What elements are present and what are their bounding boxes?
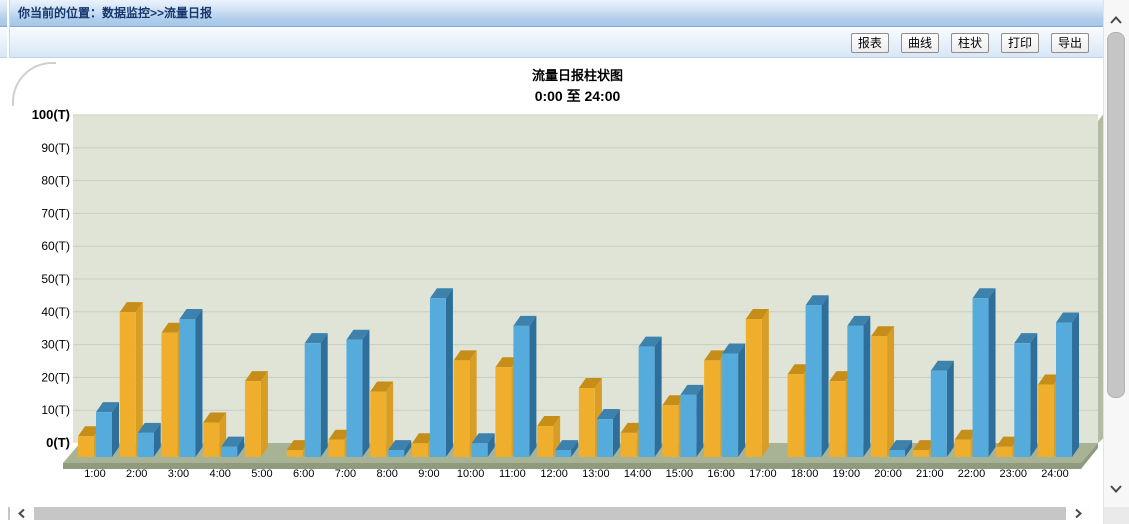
- svg-text:70(T): 70(T): [41, 206, 70, 220]
- svg-text:21:00: 21:00: [916, 468, 944, 480]
- svg-text:11:00: 11:00: [499, 468, 526, 480]
- svg-text:20:00: 20:00: [874, 468, 902, 480]
- chevron-left-icon: [17, 508, 25, 519]
- scroll-left-button[interactable]: [10, 507, 34, 520]
- svg-text:6:00: 6:00: [293, 468, 314, 480]
- breadcrumb-bar: 你当前的位置：数据监控>>流量日报: [0, 0, 1103, 27]
- vertical-scrollbar-thumb[interactable]: [1107, 32, 1125, 398]
- chevron-up-icon: [1110, 16, 1122, 24]
- breadcrumb: 你当前的位置：数据监控>>流量日报: [18, 6, 213, 20]
- svg-text:10:00: 10:00: [457, 468, 485, 480]
- svg-text:2:00: 2:00: [126, 468, 147, 480]
- svg-text:80(T): 80(T): [41, 174, 70, 188]
- svg-text:3:00: 3:00: [168, 468, 189, 480]
- svg-text:14:00: 14:00: [624, 468, 652, 480]
- svg-text:5:00: 5:00: [251, 468, 272, 480]
- toolbar: 报表 曲线 柱状 打印 导出: [0, 28, 1103, 58]
- chevron-right-icon: [1075, 508, 1083, 519]
- svg-text:22:00: 22:00: [958, 468, 986, 480]
- vertical-scrollbar[interactable]: [1103, 0, 1129, 524]
- svg-text:8:00: 8:00: [376, 468, 397, 480]
- svg-text:4:00: 4:00: [210, 468, 231, 480]
- svg-text:1:00: 1:00: [84, 468, 105, 480]
- svg-text:23:00: 23:00: [1000, 468, 1028, 480]
- frame-divider-line: [9, 0, 10, 58]
- svg-text:19:00: 19:00: [833, 468, 861, 480]
- svg-text:7:00: 7:00: [335, 468, 356, 480]
- scroll-right-button[interactable]: [1066, 507, 1090, 520]
- svg-text:15:00: 15:00: [666, 468, 694, 480]
- chart-title: 流量日报柱状图: [531, 68, 623, 83]
- scroll-up-button[interactable]: [1107, 12, 1125, 28]
- horizontal-scrollbar[interactable]: [8, 507, 1090, 520]
- svg-text:17:00: 17:00: [749, 468, 777, 480]
- svg-text:18:00: 18:00: [791, 468, 819, 480]
- svg-text:13:00: 13:00: [582, 468, 610, 480]
- svg-text:24:00: 24:00: [1041, 468, 1069, 480]
- svg-text:20(T): 20(T): [41, 370, 70, 384]
- svg-text:50(T): 50(T): [41, 272, 70, 286]
- toolbar-button-export[interactable]: 导出: [1050, 32, 1089, 53]
- scroll-down-button[interactable]: [1107, 481, 1125, 497]
- svg-text:16:00: 16:00: [707, 468, 735, 480]
- svg-text:100(T): 100(T): [32, 107, 70, 122]
- svg-text:9:00: 9:00: [418, 468, 439, 480]
- svg-text:40(T): 40(T): [41, 305, 70, 319]
- svg-text:30(T): 30(T): [41, 338, 70, 352]
- bar-chart: 1:00 2:00 3:00 4:00 5:00 6:00 7:00 8:00 9:00 10:0…: [32, 107, 1105, 480]
- chart-subtitle: 0:00 至 24:00: [534, 88, 621, 104]
- toolbar-button-curve[interactable]: 曲线: [900, 32, 939, 53]
- toolbar-button-print[interactable]: 打印: [1000, 32, 1039, 53]
- svg-text:0(T): 0(T): [46, 435, 70, 450]
- chevron-down-icon: [1110, 485, 1122, 493]
- svg-text:60(T): 60(T): [41, 239, 70, 253]
- svg-text:12:00: 12:00: [540, 468, 568, 480]
- chart-panel: 流量日报柱状图 0:00 至 24:00 1:00 2:00 3:00 4:00 5:0…: [8, 58, 1105, 524]
- svg-text:90(T): 90(T): [41, 141, 70, 155]
- scrollbar-corner: [1104, 507, 1129, 524]
- toolbar-button-report[interactable]: 报表: [850, 32, 889, 53]
- toolbar-button-bar[interactable]: 柱状: [950, 32, 989, 53]
- svg-text:10(T): 10(T): [41, 403, 70, 417]
- frame-divider: [7, 0, 9, 58]
